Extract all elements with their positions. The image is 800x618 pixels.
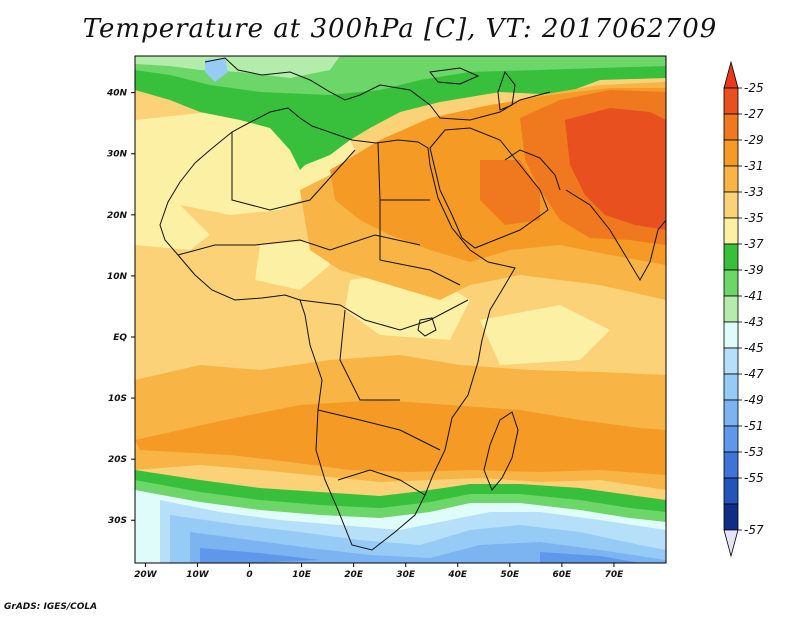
border-central — [299, 299, 469, 331]
colorbar-label: -49 — [744, 393, 764, 407]
africa-coastline — [159, 107, 516, 551]
field-pale-indian — [480, 305, 610, 365]
colorbar-swatch — [723, 399, 739, 427]
europe-coastline — [204, 57, 551, 121]
field-pale-west — [135, 190, 210, 250]
lon-tick-label: 10W — [186, 570, 210, 580]
field-dark-orange-arabia — [480, 160, 540, 225]
madagascar-coastline — [483, 411, 519, 491]
colorbar-swatch — [723, 191, 739, 219]
colorbar-label: -29 — [744, 133, 764, 147]
lat-tick-label: 20N — [107, 211, 128, 221]
colorbar-swatch — [723, 425, 739, 453]
temperature-field — [135, 56, 666, 563]
lon-tick-label: 30E — [396, 570, 416, 580]
field-deep-blue-southeast — [540, 552, 640, 563]
colorbar-label: -27 — [744, 107, 764, 121]
border-southern — [317, 409, 441, 451]
colorbar-swatch — [723, 217, 739, 245]
lon-tick-label: 20E — [344, 570, 364, 580]
border-congo — [339, 309, 400, 401]
credit-text: GrADS: IGES/COLA — [4, 602, 98, 612]
persian-gulf-coastline — [504, 149, 561, 191]
lat-tick-label: 40N — [106, 89, 128, 99]
longitude-axis: 20W 10W 0 10E 20E 30E 40E 50E 60E 70E — [134, 563, 624, 580]
lat-tick-label: 10S — [108, 394, 127, 404]
border-sahel — [177, 234, 421, 256]
colorbar-label: -43 — [744, 315, 764, 329]
colorbar-label: -35 — [744, 211, 764, 225]
colorbar-swatch — [723, 295, 739, 323]
colorbar-label: -39 — [744, 263, 764, 277]
colorbar-label: -25 — [744, 81, 764, 95]
colorbar-swatch — [723, 87, 739, 115]
plot-frame — [134, 55, 667, 564]
lon-tick-label: 60E — [553, 570, 573, 580]
lon-tick-label: 40E — [447, 570, 468, 580]
lon-tick-label: 10E — [292, 570, 312, 580]
colorbar-swatch — [723, 243, 739, 271]
black-sea — [429, 67, 480, 85]
colorbar-top-arrow — [723, 60, 739, 89]
lon-tick-label: 70E — [605, 570, 625, 580]
colorbar-swatch — [723, 113, 739, 141]
latitude-axis: 40N 30N 20N 10N EQ 10S 20S 30S — [106, 89, 135, 526]
colorbar-swatch — [723, 269, 739, 297]
caspian — [497, 70, 516, 111]
colorbar-label: -57 — [744, 523, 764, 537]
colorbar-label: -53 — [744, 445, 764, 459]
lat-tick-label: 20S — [108, 455, 127, 465]
colorbar: -25 -27 -29 -31 -33 -35 -37 -39 -41 -43 -45 -47 -49 -… — [723, 60, 764, 558]
border-south-africa — [337, 469, 426, 496]
colorbar-swatch — [723, 503, 739, 531]
colorbar-label: -31 — [744, 159, 764, 173]
lat-tick-label: EQ — [113, 333, 127, 343]
chart-title: Temperature at 300hPa [C], VT: 201706270… — [82, 14, 718, 44]
colorbar-label: -51 — [744, 419, 764, 433]
colorbar-swatch — [723, 347, 739, 375]
field-blue-iberia — [205, 58, 228, 82]
colorbar-swatch — [723, 451, 739, 479]
field-orange-south — [135, 400, 666, 475]
lon-tick-label: 0 — [246, 570, 252, 580]
colorbar-label: -33 — [744, 185, 764, 199]
field-pale-central-west — [255, 240, 330, 290]
colorbar-bottom-arrow — [723, 529, 739, 558]
colorbar-label: -55 — [744, 471, 764, 485]
field-deep-blue-south — [200, 548, 320, 563]
lat-tick-label: 30N — [107, 150, 128, 160]
border-east — [379, 200, 461, 286]
colorbar-swatch — [723, 165, 739, 193]
lat-tick-label: 30S — [108, 516, 127, 526]
field-red-peak — [565, 108, 666, 230]
coastlines — [159, 57, 666, 551]
arabia-coastline — [429, 127, 549, 249]
border-northafrica — [231, 132, 356, 211]
colorbar-label: -45 — [744, 341, 764, 355]
colorbar-swatch — [723, 477, 739, 505]
colorbar-swatch — [723, 139, 739, 167]
lon-tick-label: 20W — [134, 570, 158, 580]
lake-victoria — [417, 317, 437, 337]
colorbar-swatch — [723, 373, 739, 401]
india-coastline — [565, 189, 666, 281]
colorbar-label: -47 — [744, 367, 764, 381]
lon-tick-label: 50E — [500, 570, 520, 580]
colorbar-swatch — [723, 321, 739, 349]
lat-tick-label: 10N — [107, 272, 128, 282]
colorbar-label: -41 — [744, 289, 764, 303]
colorbar-label: -37 — [744, 237, 764, 251]
